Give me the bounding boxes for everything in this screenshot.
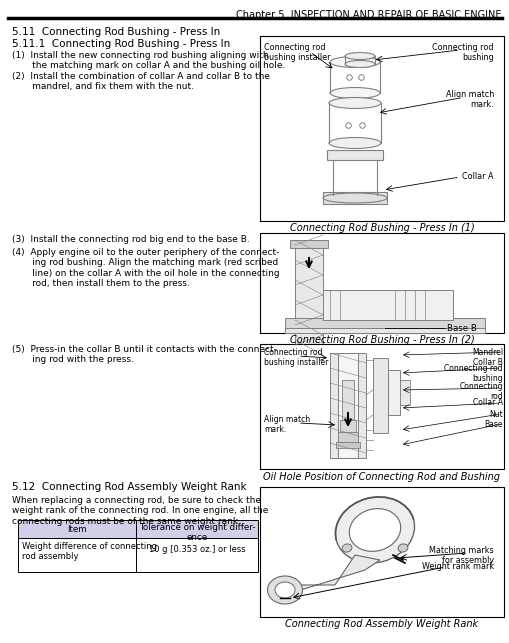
Bar [399,380,409,405]
Ellipse shape [342,544,351,552]
Text: Align match
mark.: Align match mark. [264,415,309,435]
Bar [372,358,387,433]
Text: Align match
mark.: Align match mark. [445,90,493,109]
Text: Matching marks
for assembly: Matching marks for assembly [429,546,493,565]
Ellipse shape [329,57,379,68]
Text: Chapter 5  INSPECTION AND REPAIR OF BASIC ENGINE: Chapter 5 INSPECTION AND REPAIR OF BASIC… [236,10,501,20]
Text: (5)  Press-in the collar B until it contacts with the connect-
       ing rod wi: (5) Press-in the collar B until it conta… [12,345,276,365]
Ellipse shape [349,509,400,551]
Text: Nut: Nut [488,410,502,419]
Text: Connecting rod
bushing: Connecting rod bushing [444,364,502,383]
Text: Weight rank mark: Weight rank mark [421,562,493,571]
Text: (4)  Apply engine oil to the outer periphery of the connect-
       ing rod bush: (4) Apply engine oil to the outer periph… [12,248,279,288]
Text: Connecting rod
bushing installer: Connecting rod bushing installer [264,43,330,62]
Text: Mandrel
Collar B: Mandrel Collar B [471,348,502,367]
Text: Connecting Rod Bushing - Press In (2): Connecting Rod Bushing - Press In (2) [289,335,473,345]
Text: When replacing a connecting rod, be sure to check the
weight rank of the connect: When replacing a connecting rod, be sure… [12,496,268,526]
Text: 10 g [0.353 oz.] or less: 10 g [0.353 oz.] or less [149,545,245,554]
Text: Connecting Rod Assembly Weight Rank: Connecting Rod Assembly Weight Rank [285,619,477,629]
Bar [387,370,399,415]
Text: Collar A: Collar A [462,172,493,181]
Text: Base: Base [484,420,502,429]
Bar [337,432,357,442]
Ellipse shape [329,87,379,98]
Bar [285,328,484,333]
Bar [322,290,452,320]
Bar [290,240,327,248]
Text: Oil Hole Position of Connecting Rod and Bushing: Oil Hole Position of Connecting Rod and … [263,472,499,482]
Ellipse shape [274,582,294,598]
Text: Connecting
rod: Connecting rod [459,382,502,401]
Text: Connecting rod
bushing: Connecting rod bushing [432,43,493,62]
Text: 5.12  Connecting Rod Assembly Weight Rank: 5.12 Connecting Rod Assembly Weight Rank [12,482,246,492]
Ellipse shape [328,138,380,149]
Text: (1)  Install the new connecting rod bushing aligning with
       the matching ma: (1) Install the new connecting rod bushi… [12,51,285,70]
Bar [18,538,258,572]
Text: Tolerance on weight differ-
ence: Tolerance on weight differ- ence [138,523,254,543]
Bar [329,353,365,458]
Text: Base B: Base B [446,324,476,333]
Bar [18,520,258,538]
Bar [342,380,353,420]
Bar [260,233,503,333]
Bar [326,150,382,160]
Text: (3)  Install the connecting rod big end to the base B.: (3) Install the connecting rod big end t… [12,235,249,244]
Ellipse shape [328,98,380,109]
Polygon shape [274,555,379,598]
Text: (2)  Install the combination of collar A and collar B to the
       mandrel, and: (2) Install the combination of collar A … [12,72,269,91]
Bar [294,240,322,360]
Bar [337,353,357,458]
Bar [285,318,484,328]
Bar [335,442,359,448]
Text: Collar A: Collar A [472,398,502,407]
Text: Weight difference of connecting
rod assembly: Weight difference of connecting rod asse… [22,542,157,561]
Ellipse shape [344,53,374,60]
Ellipse shape [344,60,374,68]
Text: 5.11.1  Connecting Rod Bushing - Press In: 5.11.1 Connecting Rod Bushing - Press In [12,39,230,49]
Ellipse shape [267,576,302,604]
Ellipse shape [398,544,407,552]
Text: Item: Item [67,525,87,534]
Bar [260,487,503,617]
Text: 5.11  Connecting Rod Bushing - Press In: 5.11 Connecting Rod Bushing - Press In [12,27,220,37]
Text: Connecting rod
bushing installer: Connecting rod bushing installer [264,348,328,367]
Text: Connecting Rod Bushing - Press In (1): Connecting Rod Bushing - Press In (1) [289,223,473,233]
Ellipse shape [322,193,386,203]
Bar [322,192,386,204]
Bar [340,420,355,432]
Bar [260,36,503,221]
Ellipse shape [335,497,414,563]
Bar [260,344,503,469]
